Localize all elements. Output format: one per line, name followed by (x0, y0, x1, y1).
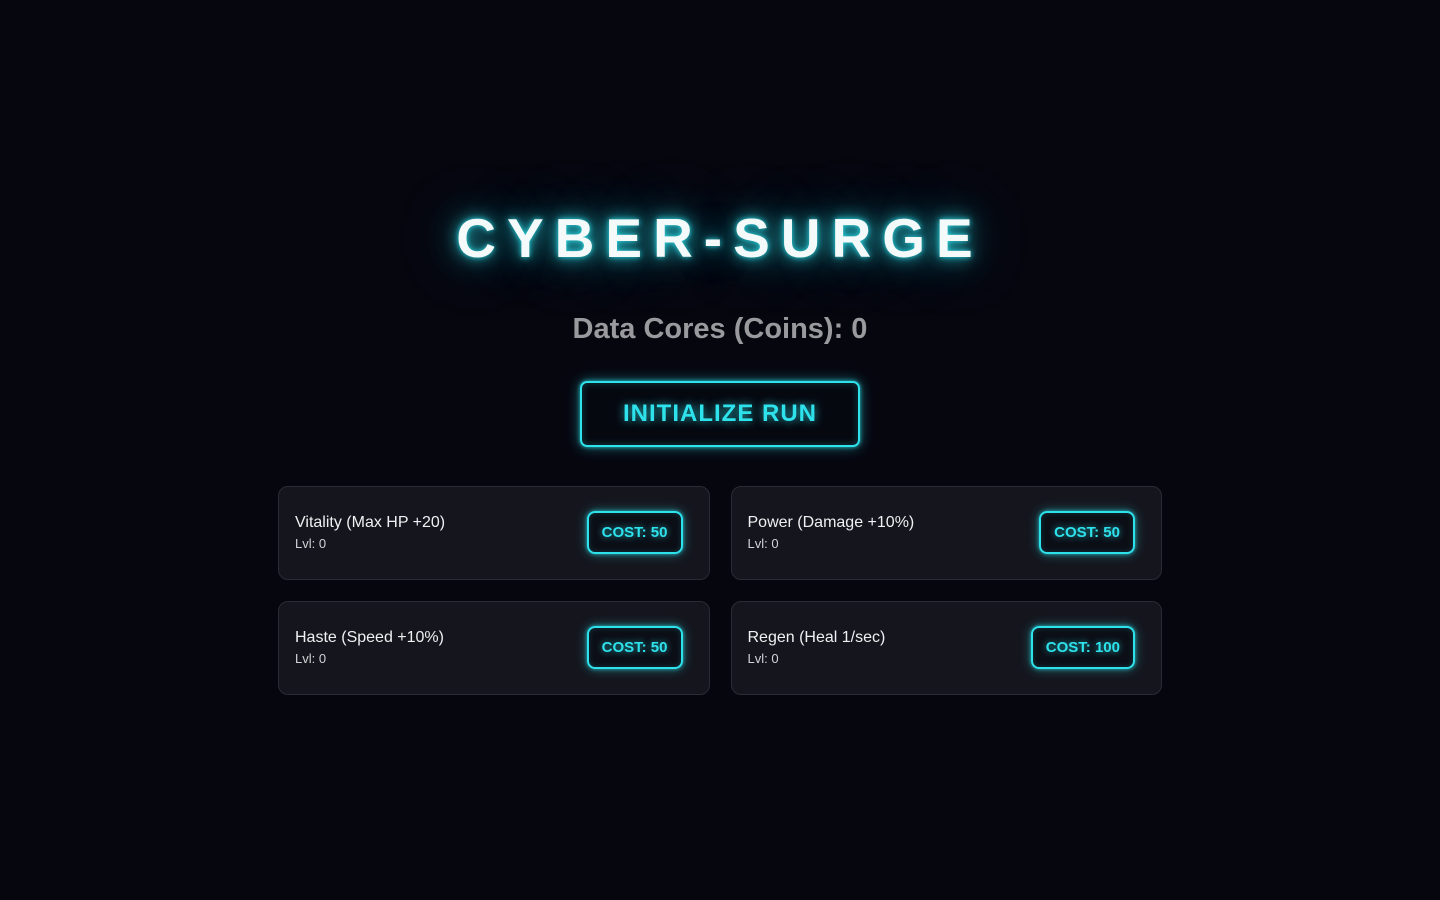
buy-vitality-button[interactable]: COST: 50 (586, 511, 683, 554)
main-menu: CYBER-SURGE Data Cores (Coins): 0 INITIA… (278, 206, 1162, 695)
game-title: CYBER-SURGE (456, 206, 984, 269)
upgrade-info: Vitality (Max HP +20) Lvl: 0 (295, 514, 445, 551)
coins-counter: Data Cores (Coins): 0 (572, 312, 868, 345)
upgrade-card-power: Power (Damage +10%) Lvl: 0 COST: 50 (730, 485, 1162, 580)
upgrade-level: Lvl: 0 (747, 651, 779, 666)
upgrade-name: Power (Damage +10%) (747, 514, 915, 531)
buy-haste-button[interactable]: COST: 50 (586, 626, 683, 669)
upgrade-info: Haste (Speed +10%) Lvl: 0 (295, 629, 444, 666)
upgrade-name: Vitality (Max HP +20) (295, 514, 446, 531)
upgrade-info: Power (Damage +10%) Lvl: 0 (748, 514, 915, 551)
initialize-run-button[interactable]: INITIALIZE RUN (580, 380, 860, 447)
buy-regen-button[interactable]: COST: 100 (1030, 626, 1135, 669)
upgrade-card-vitality: Vitality (Max HP +20) Lvl: 0 COST: 50 (278, 485, 710, 580)
upgrade-name: Haste (Speed +10%) (295, 629, 444, 646)
upgrade-card-regen: Regen (Heal 1/sec) Lvl: 0 COST: 100 (730, 600, 1162, 695)
upgrade-name: Regen (Heal 1/sec) (747, 629, 886, 646)
upgrades-grid: Vitality (Max HP +20) Lvl: 0 COST: 50 Po… (278, 485, 1162, 695)
buy-power-button[interactable]: COST: 50 (1039, 511, 1135, 554)
upgrade-info: Regen (Heal 1/sec) Lvl: 0 (748, 629, 886, 666)
upgrade-level: Lvl: 0 (747, 536, 779, 551)
upgrade-level: Lvl: 0 (295, 651, 327, 666)
upgrade-card-haste: Haste (Speed +10%) Lvl: 0 COST: 50 (278, 600, 710, 695)
upgrade-level: Lvl: 0 (295, 536, 327, 551)
